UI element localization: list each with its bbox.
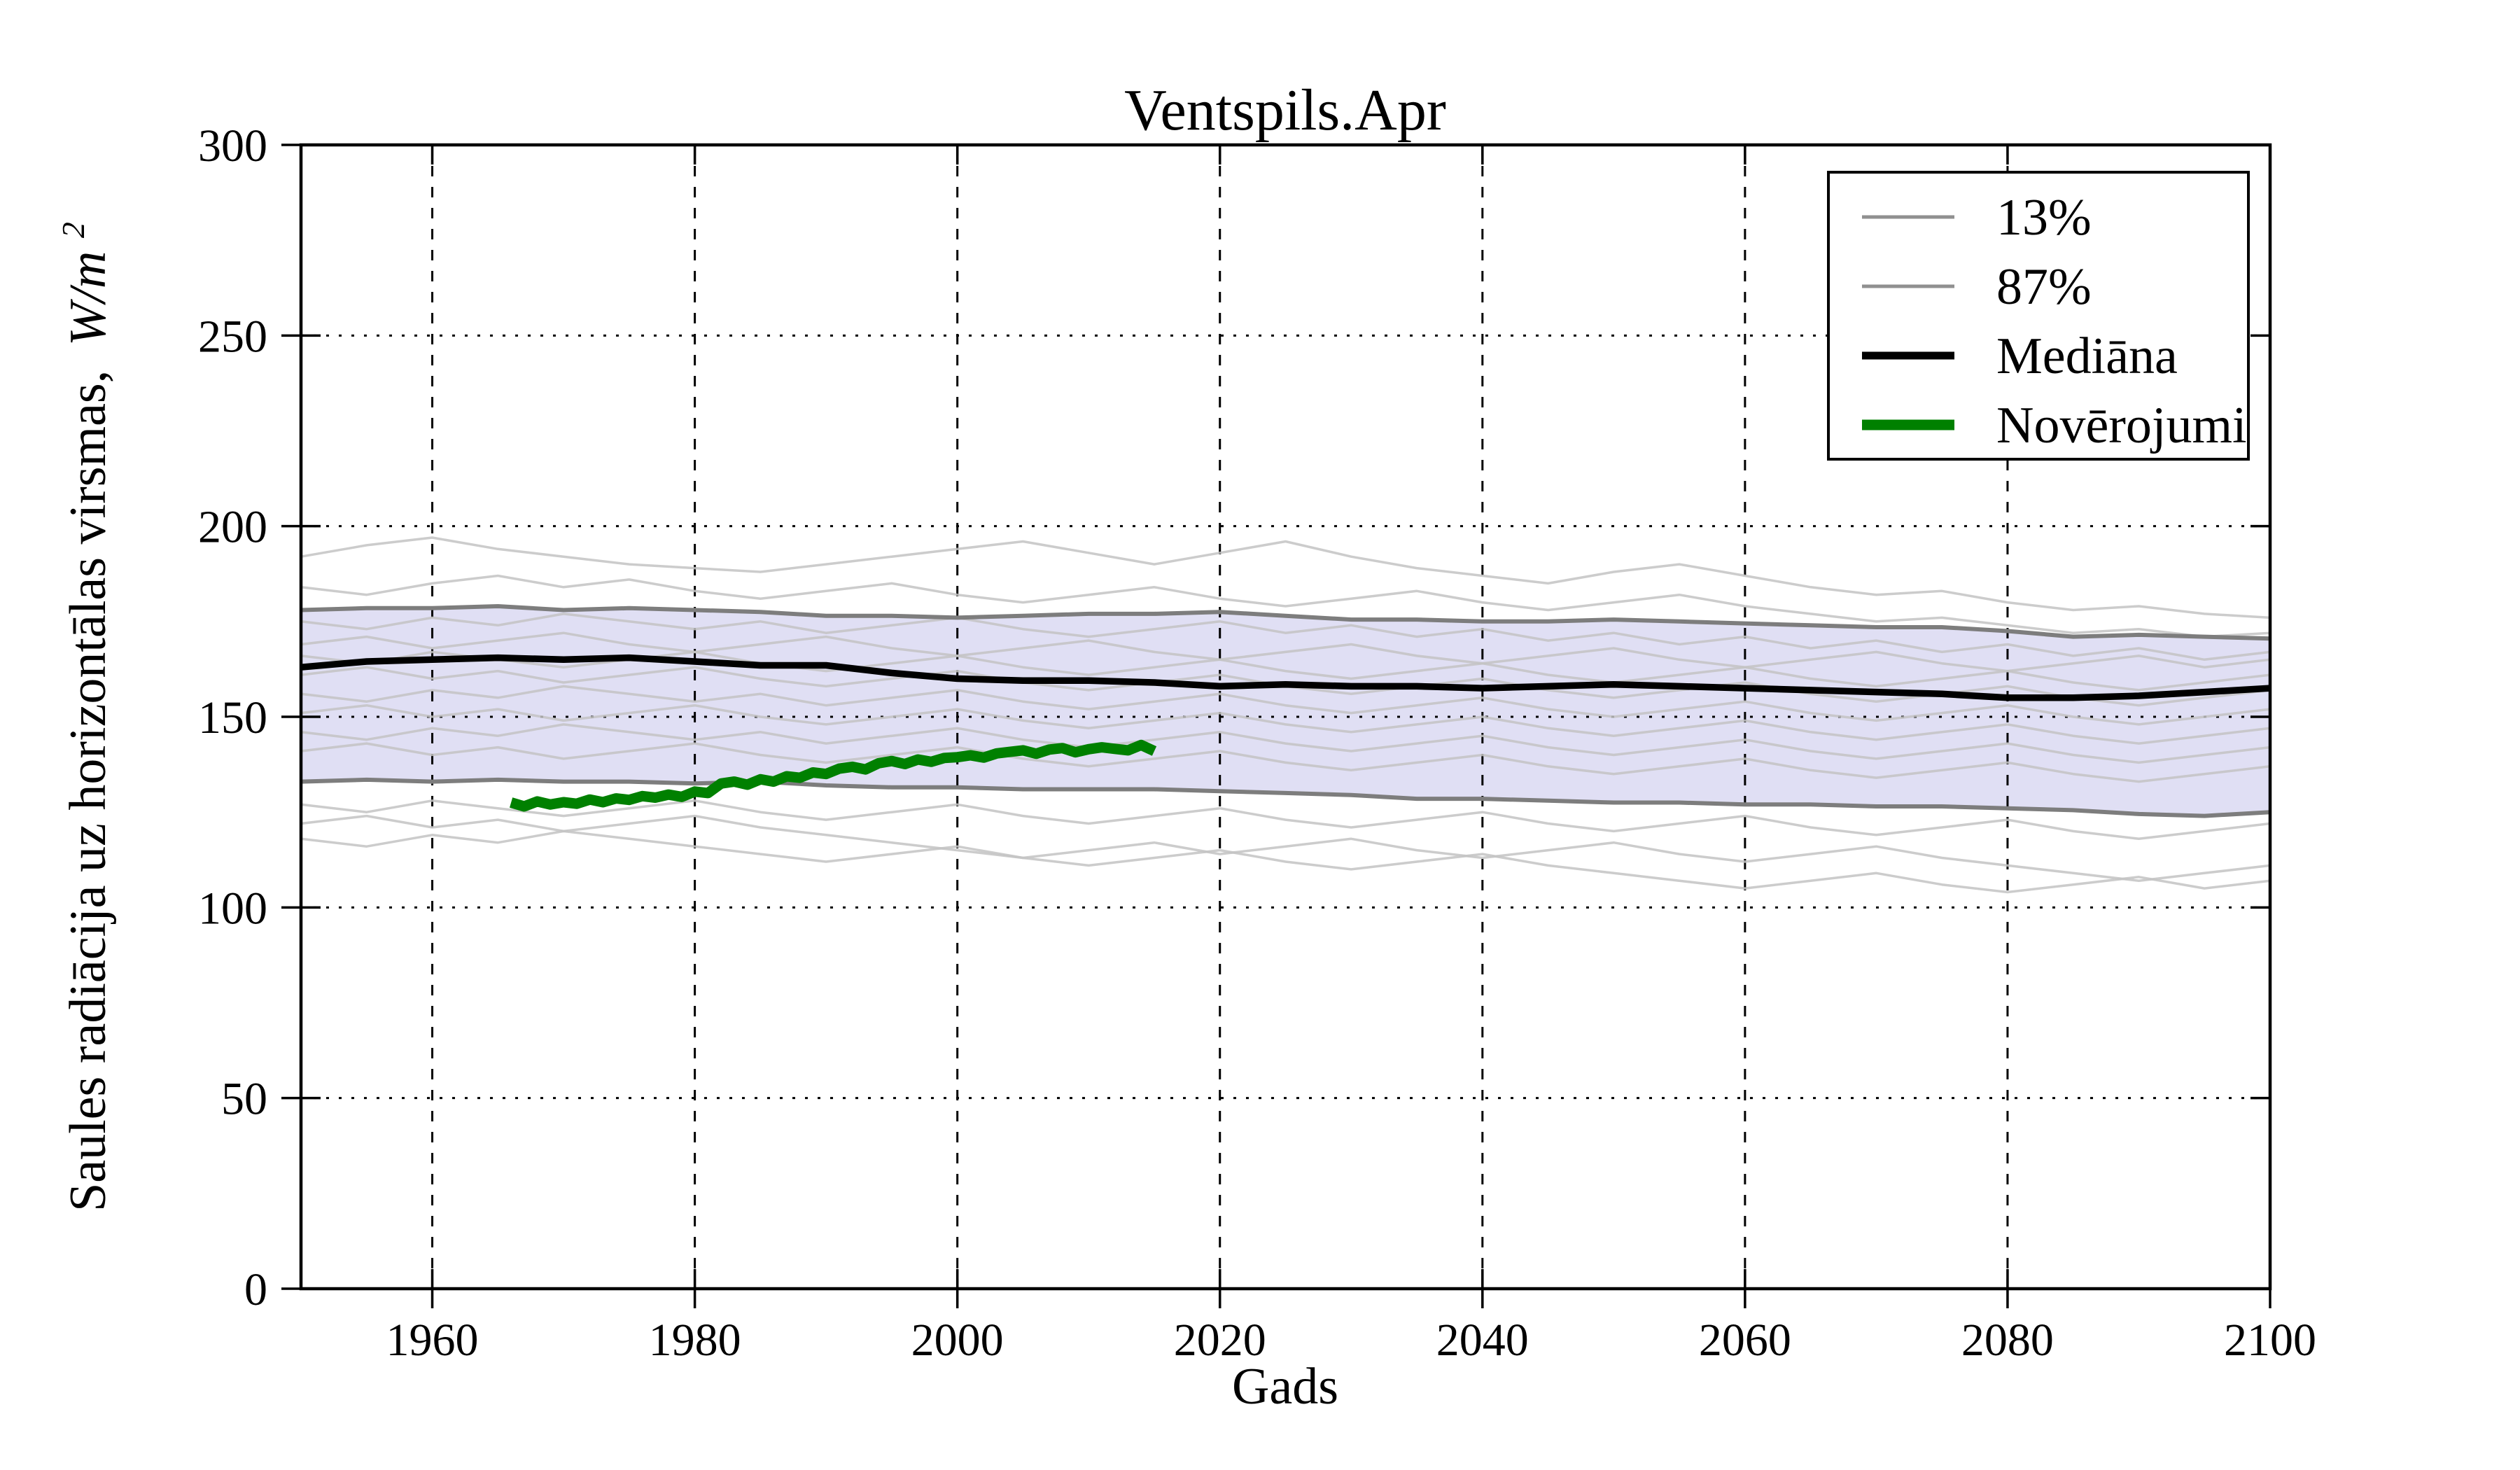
legend-box [1827, 171, 2250, 461]
legend-item-13pct: 13% [1862, 189, 2092, 246]
legend-item-noverojumi: Novērojumi [1862, 397, 2247, 454]
chart-title: Ventspils.Apr [1124, 78, 1446, 143]
y-axis-label-superscript: 2 [55, 222, 91, 238]
x-tick-label-2020: 2020 [1174, 1315, 1266, 1366]
legend: 13% 87% Mediāna Novērojumi [1827, 171, 2250, 461]
median-line [300, 654, 2271, 701]
plot-frame [299, 143, 2272, 1291]
x-axis-label: Gads [1232, 1358, 1338, 1415]
x-tick-label-1960: 1960 [386, 1315, 479, 1366]
ensemble-member-line-10 [300, 742, 2271, 783]
x-tick-labels: 1960 1980 2000 2020 2040 2060 2080 2100 [386, 1315, 2316, 1366]
y-axis-label-text: Saules radiācija uz horizontālas virsmas… [59, 370, 117, 1212]
x-tick-label-2060: 2060 [1699, 1315, 1791, 1366]
x-tick-label-2080: 2080 [1961, 1315, 2054, 1366]
ensemble-member-line-13 [300, 830, 2271, 894]
x-tick-label-1980: 1980 [649, 1315, 741, 1366]
ensemble-member-line-11 [300, 799, 2271, 841]
y-tick-label-100: 100 [198, 883, 267, 934]
y-axis-label: Saules radiācija uz horizontālas virsmas… [55, 222, 117, 1212]
ensemble-member-line-4 [300, 631, 2271, 673]
y-tick-label-300: 300 [198, 120, 267, 172]
ensemble-member-line-9 [300, 723, 2271, 764]
ensemble-member-line-7 [300, 685, 2271, 726]
y-tick-label-200: 200 [198, 502, 267, 553]
y-axis-label-math: W/m [59, 251, 117, 346]
x-tick-label-2000: 2000 [911, 1315, 1004, 1366]
legend-label-mediana: Mediāna [1996, 328, 2178, 385]
percentile-87-line [300, 604, 2271, 641]
ensemble-member-line-8 [300, 704, 2271, 745]
series-layer [300, 536, 2271, 894]
y-tick-label-250: 250 [198, 311, 267, 362]
percentile-13-line [300, 777, 2271, 818]
x-tick-label-2100: 2100 [2224, 1315, 2316, 1366]
y-tick-label-150: 150 [198, 692, 267, 743]
ensemble-member-line-12 [300, 814, 2271, 882]
ensemble-member-line-3 [300, 612, 2271, 662]
y-tick-label-50: 50 [221, 1074, 267, 1125]
x-tick-label-2040: 2040 [1436, 1315, 1529, 1366]
ensemble-member-line-2 [300, 574, 2271, 638]
legend-label-13pct: 13% [1996, 189, 2092, 246]
ensemble-member-line-1 [300, 536, 2271, 620]
legend-label-87pct: 87% [1996, 258, 2092, 316]
legend-label-noverojumi: Novērojumi [1996, 397, 2247, 454]
legend-item-mediana: Mediāna [1862, 328, 2178, 385]
legend-item-87pct: 87% [1862, 258, 2092, 316]
y-tick-labels: 0 50 100 150 200 250 300 [198, 120, 267, 1315]
y-tick-label-0: 0 [244, 1264, 267, 1315]
observations-line [509, 739, 1157, 812]
